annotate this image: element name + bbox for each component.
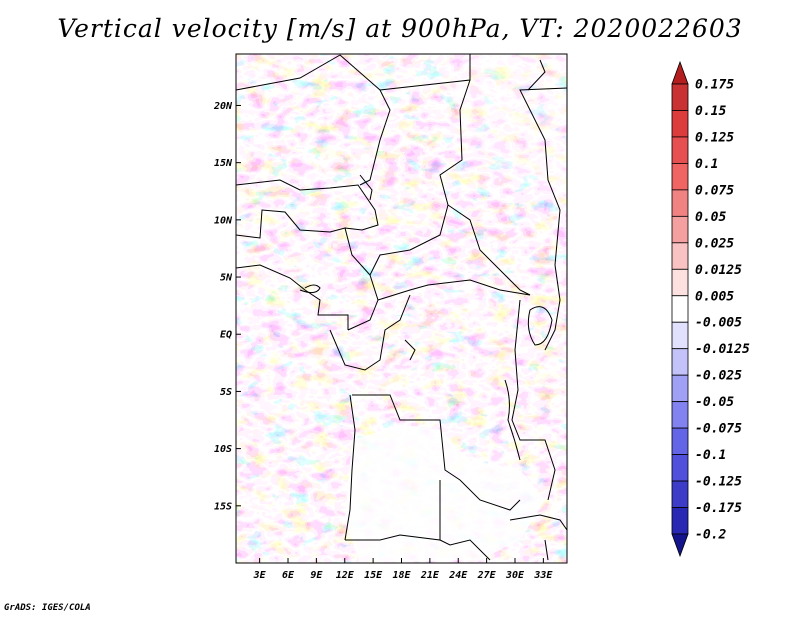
lon-tick-label: 15E xyxy=(364,570,383,581)
colorbar-label: -0.005 xyxy=(695,316,742,331)
lat-tick-label: 15N xyxy=(214,158,233,169)
colorbar-label: 0.025 xyxy=(695,236,734,251)
colorbar-label: 0.05 xyxy=(695,210,726,225)
lat-tick-label: 10S xyxy=(214,444,232,455)
colorbar-label: -0.125 xyxy=(695,475,742,490)
map-title: Vertical velocity [m/s] at 900hPa, VT: 2… xyxy=(57,14,743,43)
longitude-axis: 3E 6E 9E 12E 15E 18E 21E 24E 27E 30E 33E xyxy=(253,558,553,581)
lon-tick-label: 24E xyxy=(448,570,468,581)
colorbar-label: 0.075 xyxy=(695,183,734,198)
lat-tick-label: 5N xyxy=(220,273,233,284)
colorbar-label: -0.075 xyxy=(695,422,742,437)
colorbar: 0.175 0.15 0.125 0.1 0.075 0.05 0.025 0.0125 0.0… xyxy=(671,60,750,558)
lon-tick-label: 12E xyxy=(336,570,355,581)
lon-tick-label: 21E xyxy=(420,570,440,581)
colorbar-label: -0.2 xyxy=(695,528,726,543)
colorbar-segment xyxy=(671,480,689,508)
lat-tick-label: EQ xyxy=(220,330,232,341)
colorbar-bottom-arrow xyxy=(671,533,689,558)
colorbar-label: -0.025 xyxy=(695,369,742,384)
lon-tick-label: 30E xyxy=(505,570,525,581)
colorbar-segment xyxy=(671,374,689,403)
colorbar-label: 0.0125 xyxy=(695,263,742,278)
colorbar-segment xyxy=(671,242,689,270)
lat-tick-label: 15S xyxy=(214,501,232,512)
lat-tick-label: 10N xyxy=(214,215,233,226)
colorbar-segment xyxy=(671,321,689,350)
colorbar-label: -0.05 xyxy=(695,395,734,410)
lat-tick-label: 5S xyxy=(220,387,232,398)
colorbar-top-arrow xyxy=(671,60,689,85)
colorbar-segment xyxy=(671,136,689,164)
lon-tick-label: 18E xyxy=(392,570,411,581)
colorbar-segment xyxy=(671,348,689,376)
colorbar-label: 0.005 xyxy=(695,289,734,304)
lon-tick-label: 27E xyxy=(477,570,497,581)
lon-tick-label: 33E xyxy=(533,570,553,581)
colorbar-label: -0.175 xyxy=(695,501,742,516)
colorbar-segment xyxy=(671,83,689,111)
colorbar-label: 0.175 xyxy=(695,78,734,93)
lon-tick-label: 6E xyxy=(282,570,295,581)
lat-tick-label: 20N xyxy=(213,101,233,112)
colorbar-segment xyxy=(671,295,689,323)
colorbar-segment xyxy=(671,163,689,191)
colorbar-segment xyxy=(671,507,689,535)
map-panel xyxy=(235,53,568,564)
lon-tick-label: 3E xyxy=(253,570,267,581)
colorbar-segment xyxy=(671,454,689,482)
calm-region-overlay xyxy=(345,54,567,563)
colorbar-segment xyxy=(671,427,689,455)
lon-tick-label: 9E xyxy=(310,570,323,581)
country-borders xyxy=(236,54,567,561)
colorbar-label: 0.1 xyxy=(695,157,718,172)
colorbar-segment xyxy=(671,401,689,429)
colorbar-segment xyxy=(671,268,689,297)
colorbar-segment xyxy=(671,110,689,138)
colorbar-label: 0.125 xyxy=(695,130,734,145)
colorbar-label: 0.15 xyxy=(695,104,726,119)
colorbar-label: -0.1 xyxy=(695,448,726,463)
grads-credit: GrADS: IGES/COLA xyxy=(4,603,91,613)
latitude-axis: 20N 15N 10N 5N EQ 5S 10S 15S xyxy=(213,101,241,512)
colorbar-segment xyxy=(671,189,689,217)
colorbar-label: -0.0125 xyxy=(695,342,750,357)
colorbar-segment xyxy=(671,215,689,244)
